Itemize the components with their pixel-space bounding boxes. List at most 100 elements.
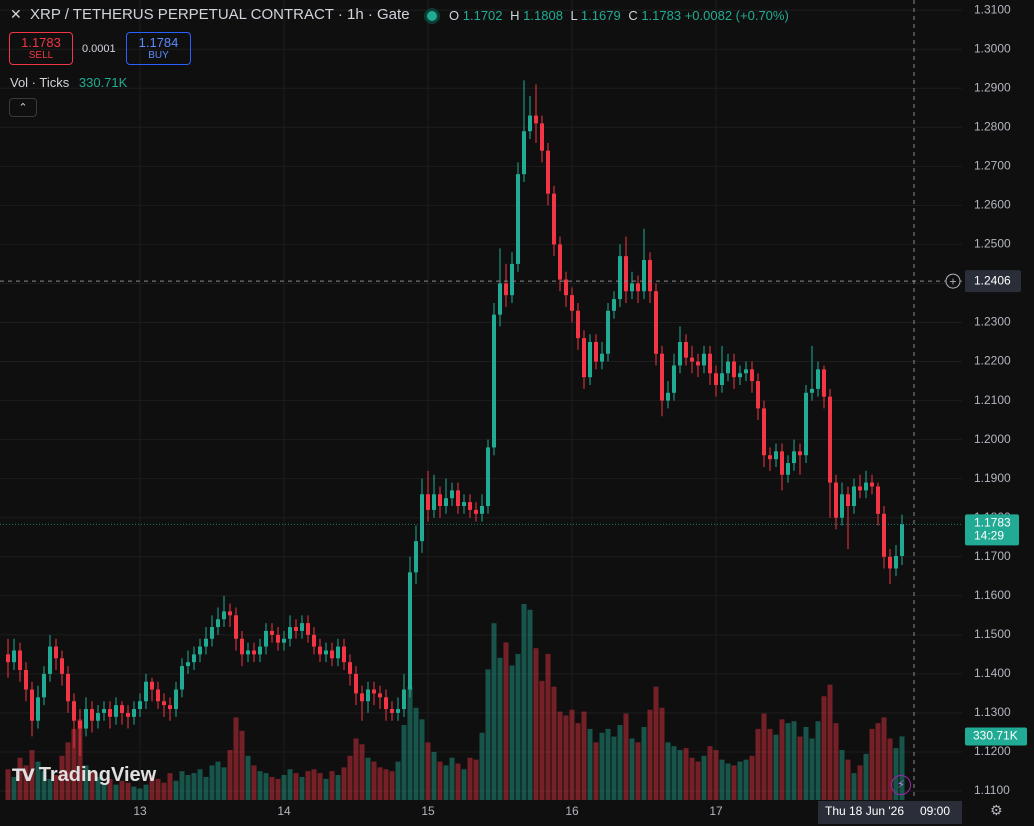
watermark: 𝗧𝗩 TradingView	[12, 764, 156, 787]
volume-bar	[287, 769, 293, 800]
candle-body	[120, 705, 124, 713]
candle-body	[462, 502, 466, 507]
y-tick-label: 1.1300	[974, 705, 1011, 719]
candle-body	[444, 498, 448, 507]
volume-bar	[587, 728, 593, 800]
volume-bar	[257, 771, 263, 800]
volume-bar	[317, 773, 323, 800]
volume-bar	[167, 773, 173, 800]
candle-body	[282, 638, 286, 643]
candle-body	[768, 455, 772, 460]
candle-body	[306, 623, 310, 635]
candle-body	[900, 524, 904, 556]
y-tick-label: 1.2200	[974, 354, 1011, 368]
candle-body	[348, 662, 352, 674]
volume-bar	[101, 782, 107, 800]
volume-bar	[203, 776, 209, 800]
candle-body	[738, 373, 742, 378]
volume-bar	[143, 784, 149, 800]
volume-bar	[197, 769, 203, 800]
volume-bar	[413, 707, 419, 800]
candle-body	[486, 447, 490, 507]
candle-body	[438, 494, 442, 507]
volume-bar	[839, 750, 845, 800]
candle-body	[858, 486, 862, 491]
volume-bar	[455, 763, 461, 800]
candle-body	[798, 451, 802, 456]
close-icon[interactable]: ✕	[10, 6, 22, 22]
candle-body	[594, 342, 598, 362]
volume-bar	[575, 723, 581, 800]
volume-bar	[83, 765, 89, 800]
candle-body	[294, 627, 298, 631]
settings-icon[interactable]: ⚙	[990, 802, 1003, 818]
candle-body	[870, 482, 874, 487]
volume-bar	[311, 769, 317, 800]
crosshair-price-badge	[965, 270, 1021, 293]
volume-bar	[227, 750, 233, 800]
candle-body	[552, 193, 556, 245]
alert-icon[interactable]: ⚡	[891, 775, 911, 795]
candle-body	[150, 681, 154, 690]
candle-body	[570, 295, 574, 311]
legend-key: H	[510, 8, 520, 23]
legend-value: 1.1808	[523, 8, 563, 23]
volume-bar	[611, 736, 617, 800]
candle-body	[210, 627, 214, 639]
volume-bar	[17, 757, 23, 800]
volume-bar	[605, 728, 611, 800]
y-tick-label: 1.2500	[974, 237, 1011, 251]
spread: 0.0001	[82, 43, 116, 55]
candle-body	[840, 494, 844, 518]
volume-bar	[665, 742, 671, 800]
candle-body	[216, 619, 220, 628]
volume-bar	[215, 761, 221, 800]
volume-bar	[185, 775, 191, 800]
last-price-badge	[965, 514, 1019, 546]
candle-body	[414, 541, 418, 573]
buy-button[interactable]: 1.1784 BUY	[126, 32, 191, 65]
candle-body	[264, 630, 268, 647]
candle-body	[114, 705, 118, 717]
x-tick-label: 14	[277, 804, 291, 818]
volume-bar	[785, 723, 791, 800]
volume-bar	[137, 788, 143, 800]
collapse-button[interactable]: ⌃	[9, 98, 37, 117]
legend-key: L	[570, 8, 578, 23]
volume-bar	[347, 755, 353, 800]
candle-body	[192, 654, 196, 663]
legend-value: 1.1679	[580, 8, 621, 23]
candle-body	[816, 369, 820, 389]
candle-body	[252, 650, 256, 655]
volume-bar	[221, 767, 227, 800]
candle-body	[780, 451, 784, 475]
volume-bar	[47, 778, 53, 800]
y-tick-label: 1.3000	[974, 41, 1011, 55]
candle-body	[300, 623, 304, 631]
volume-bar	[635, 742, 641, 800]
volume-bar	[443, 765, 449, 800]
volume-bar	[119, 780, 125, 800]
candle-body	[468, 502, 472, 510]
volume-bar	[725, 763, 731, 800]
volume-bar	[593, 742, 599, 800]
crosshair-date-label: Thu 18 Jun '26	[825, 804, 904, 818]
volume-badge-label: 330.71K	[973, 729, 1018, 743]
candle-body	[426, 494, 430, 510]
x-tick-label: 16	[565, 804, 579, 818]
volume-bar	[677, 750, 683, 800]
volume-bar	[695, 761, 701, 800]
candle-body	[222, 611, 226, 620]
candle-body	[576, 310, 580, 339]
sell-button[interactable]: 1.1783 SELL	[9, 32, 73, 65]
candle-body	[504, 283, 508, 296]
y-tick-label: 1.1900	[974, 471, 1011, 485]
sell-price: 1.1783	[21, 35, 61, 50]
candle-body	[624, 256, 628, 292]
candle-body	[12, 650, 16, 663]
crosshair-plus-sign: +	[949, 274, 956, 288]
volume-bar	[473, 759, 479, 800]
y-tick-label: 1.2100	[974, 393, 1011, 407]
volume-bar	[275, 778, 281, 800]
